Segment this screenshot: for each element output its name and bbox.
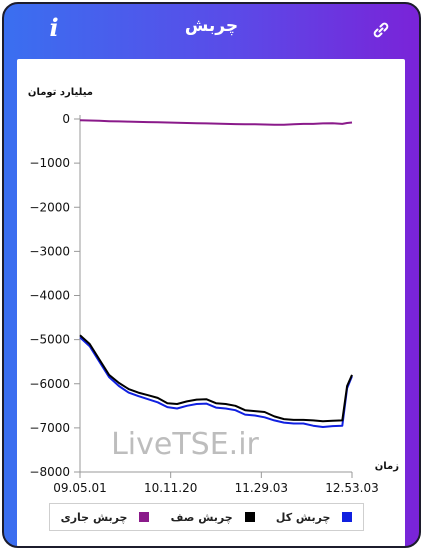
x-tick-label: 12.53.03	[325, 481, 378, 495]
y-tick-label: −7000	[29, 421, 70, 435]
link-icon[interactable]	[371, 20, 391, 40]
legend-label-total: چربش کل	[275, 510, 331, 524]
y-tick-label: −4000	[29, 289, 70, 303]
series-line-current	[79, 119, 353, 126]
x-tick-label: 10.11.20	[144, 481, 197, 495]
page-title: چربش	[184, 16, 239, 36]
y-tick-label: −5000	[29, 333, 70, 347]
watermark: LiveTSE.ir	[111, 427, 259, 462]
y-tick-label: −8000	[29, 465, 70, 479]
y-tick-label: −3000	[29, 244, 70, 258]
y-tick-label: 0	[62, 112, 70, 126]
series-line-queue	[79, 334, 353, 423]
chart-panel: میلیارد تومان زمان LiveTSE.ir 0 −1000 −200…	[17, 59, 405, 546]
y-tick-label: −6000	[29, 377, 70, 391]
y-tick-label: −1000	[29, 156, 70, 170]
series-line-total	[79, 336, 353, 428]
info-icon[interactable]: i	[49, 13, 59, 42]
legend-swatch-queue	[244, 512, 255, 522]
chart-card: i چربش میلیارد تومان زمان LiveTSE.ir 0 −1…	[2, 2, 421, 548]
line-chart: میلیارد تومان زمان LiveTSE.ir 0 −1000 −200…	[28, 87, 399, 495]
legend-item-current[interactable]: چربش جاری	[61, 511, 150, 524]
legend-swatch-total	[342, 512, 353, 522]
y-axis-label: میلیارد تومان	[28, 87, 93, 98]
x-tick-label: 11.29.03	[235, 481, 288, 495]
header: i چربش	[4, 4, 419, 56]
x-axis-label: زمان	[375, 461, 399, 472]
legend-item-total[interactable]: چربش کل	[276, 511, 353, 524]
legend-swatch-current	[139, 512, 150, 522]
y-tick-label: −2000	[29, 200, 70, 214]
legend-label-queue: چربش صف	[170, 510, 233, 524]
legend-item-queue[interactable]: چربش صف	[171, 511, 255, 524]
legend-label-current: چربش جاری	[60, 510, 128, 524]
x-tick-label: 09.05.01	[53, 481, 106, 495]
legend: چربش کل چربش صف چربش جاری	[49, 503, 364, 531]
